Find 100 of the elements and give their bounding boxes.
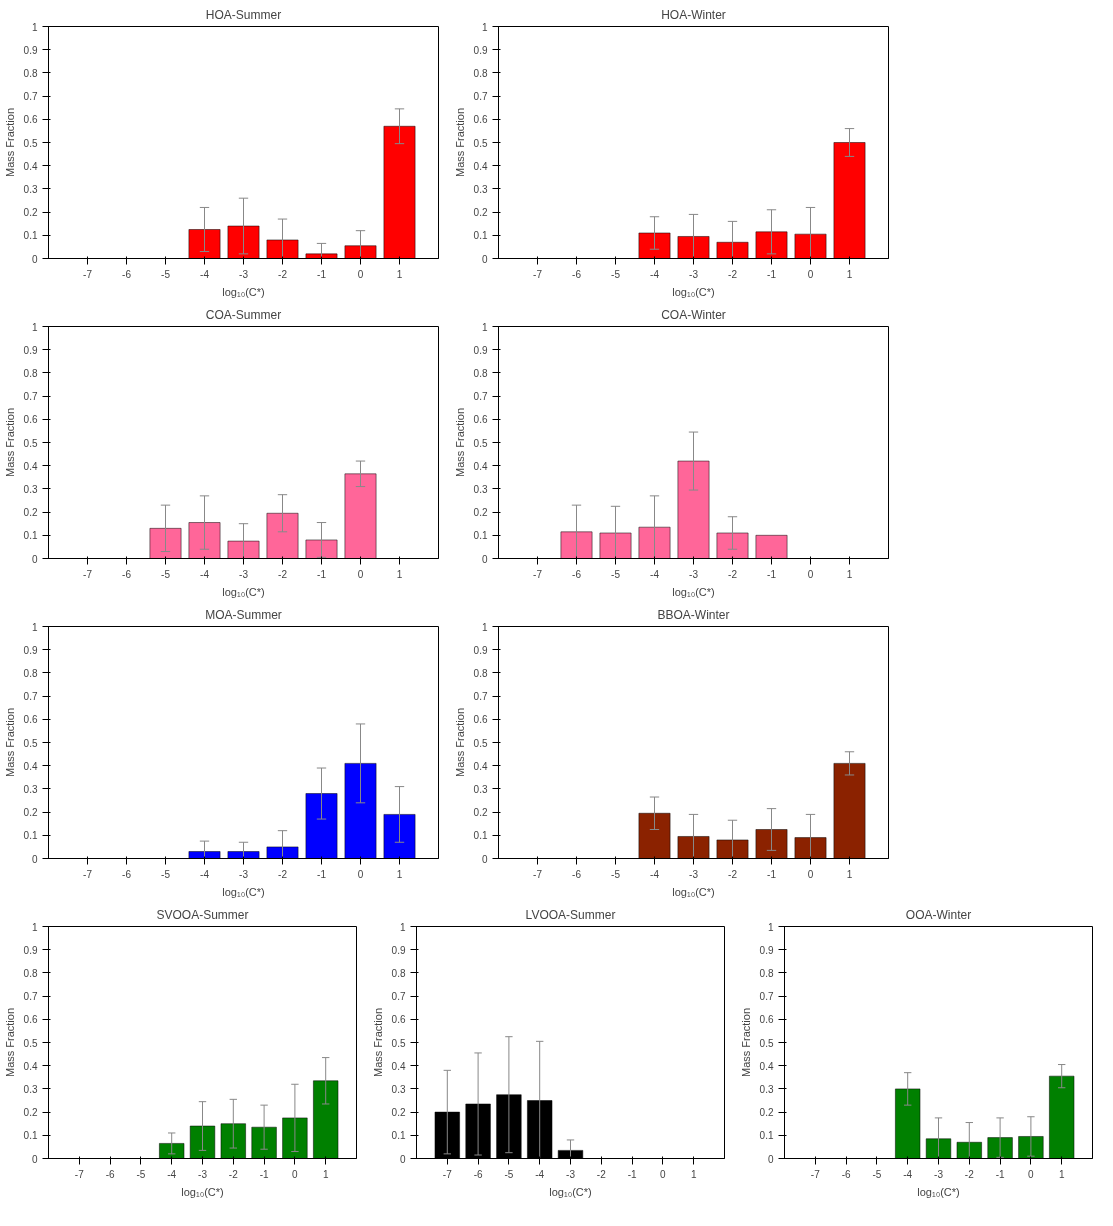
y-tick-label: 1 [31, 321, 38, 333]
y-tick-label: 0.4 [23, 1060, 38, 1072]
y-tick-label: 0.6 [391, 1014, 406, 1026]
x-tick-label: -1 [259, 1168, 269, 1180]
y-tick-label: 0.1 [473, 830, 488, 842]
y-tick-label: 0.8 [23, 667, 38, 679]
chart-title: LVOOA-Summer [525, 907, 616, 922]
x-tick-label: 0 [807, 268, 814, 280]
chart-title: COA-Winter [661, 307, 726, 322]
x-tick-label: -5 [611, 568, 621, 580]
y-tick-label: 1 [481, 321, 488, 333]
x-tick-label: -5 [611, 868, 621, 880]
x-tick-label: -2 [728, 268, 738, 280]
y-tick-label: 1 [399, 921, 406, 933]
y-tick-label: 0.9 [23, 944, 38, 956]
y-tick-label: 0.4 [23, 160, 38, 172]
y-tick-label: 0.4 [473, 760, 488, 772]
y-tick-label: 0.6 [759, 1014, 774, 1026]
x-axis-title: log₁₀(C*) [672, 885, 715, 898]
chart-title: OOA-Winter [905, 907, 972, 922]
y-axis-title: Mass Fraction [453, 107, 466, 178]
y-tick-label: 0.3 [473, 483, 488, 495]
y-tick-label: 0.7 [759, 991, 774, 1003]
y-tick-label: 0.3 [23, 783, 38, 795]
y-tick-label: 0.9 [759, 944, 774, 956]
y-tick-label: 0.7 [23, 991, 38, 1003]
x-tick-label: 0 [660, 1168, 667, 1180]
x-tick-label: -3 [566, 1168, 576, 1180]
y-tick-label: 0.6 [23, 714, 38, 726]
y-tick-label: 0.2 [23, 507, 38, 519]
y-tick-label: 0.2 [23, 1107, 38, 1119]
x-tick-label: -2 [278, 568, 288, 580]
x-tick-label: -2 [596, 1168, 607, 1180]
x-tick-label: 1 [690, 1168, 697, 1180]
x-tick-label: -2 [228, 1168, 239, 1180]
x-axis-title: log₁₀(C*) [222, 285, 265, 298]
x-tick-label: -7 [442, 1168, 453, 1180]
y-tick-label: 0.5 [473, 437, 488, 449]
y-tick-label: 0.6 [23, 414, 38, 426]
y-tick-label: 0.6 [473, 414, 488, 426]
x-tick-label: -1 [317, 568, 327, 580]
x-tick-label: -7 [74, 1168, 85, 1180]
x-tick-label: -5 [161, 868, 171, 880]
y-tick-label: 0.9 [473, 344, 488, 356]
y-tick-label: 0.9 [473, 44, 488, 56]
y-tick-label: 0 [481, 853, 488, 865]
x-tick-label: -4 [167, 1168, 177, 1180]
y-tick-label: 0.8 [473, 367, 488, 379]
x-tick-label: -4 [650, 568, 660, 580]
x-tick-label: -4 [650, 268, 660, 280]
y-axis-title: Mass Fraction [3, 707, 16, 778]
y-tick-label: 1 [31, 21, 38, 33]
x-tick-label: -4 [200, 868, 210, 880]
chart-title: COA-Summer [205, 307, 282, 322]
y-tick-label: 0.5 [759, 1037, 774, 1049]
x-tick-label: -6 [473, 1168, 483, 1180]
x-tick-label: -4 [200, 268, 210, 280]
x-tick-label: 0 [807, 868, 814, 880]
y-axis-title: Mass Fraction [3, 107, 16, 178]
y-tick-label: 1 [481, 21, 488, 33]
x-tick-label: -6 [105, 1168, 115, 1180]
x-axis-title: log₁₀(C*) [917, 1185, 960, 1198]
x-tick-label: -7 [83, 568, 93, 580]
x-tick-label: 0 [1028, 1168, 1035, 1180]
y-tick-label: 0.5 [473, 137, 488, 149]
y-tick-label: 0 [31, 1153, 38, 1165]
x-tick-label: -7 [533, 268, 543, 280]
y-tick-label: 1 [481, 621, 488, 633]
y-tick-label: 0.6 [473, 114, 488, 126]
x-tick-label: -6 [122, 568, 132, 580]
x-tick-label: 1 [846, 568, 853, 580]
x-tick-label: 1 [846, 268, 853, 280]
y-tick-label: 0.7 [473, 691, 488, 703]
x-tick-label: -3 [689, 868, 699, 880]
y-tick-label: 0.5 [23, 737, 38, 749]
x-tick-label: -5 [504, 1168, 514, 1180]
x-tick-label: -1 [627, 1168, 637, 1180]
x-tick-label: -6 [122, 268, 132, 280]
x-tick-label: 1 [1058, 1168, 1065, 1180]
y-tick-label: 0.3 [759, 1083, 774, 1095]
y-tick-label: 0.7 [473, 91, 488, 103]
x-tick-label: -5 [872, 1168, 882, 1180]
y-axis-title: Mass Fraction [453, 707, 466, 778]
x-tick-label: -4 [200, 568, 210, 580]
x-tick-label: -1 [767, 268, 777, 280]
x-tick-label: -6 [572, 268, 582, 280]
y-tick-label: 0 [481, 553, 488, 565]
y-tick-label: 0.5 [23, 437, 38, 449]
x-axis-title: log₁₀(C*) [222, 585, 265, 598]
x-tick-label: -7 [533, 568, 543, 580]
x-tick-label: -3 [198, 1168, 208, 1180]
x-tick-label: 0 [292, 1168, 299, 1180]
x-tick-label: -3 [689, 568, 699, 580]
y-tick-label: 0 [31, 853, 38, 865]
x-tick-label: -4 [535, 1168, 545, 1180]
y-axis-title: Mass Fraction [3, 1007, 16, 1078]
x-tick-label: 0 [807, 568, 814, 580]
x-tick-label: -1 [995, 1168, 1005, 1180]
y-tick-label: 0 [767, 1153, 774, 1165]
chart-title: HOA-Summer [205, 7, 282, 22]
